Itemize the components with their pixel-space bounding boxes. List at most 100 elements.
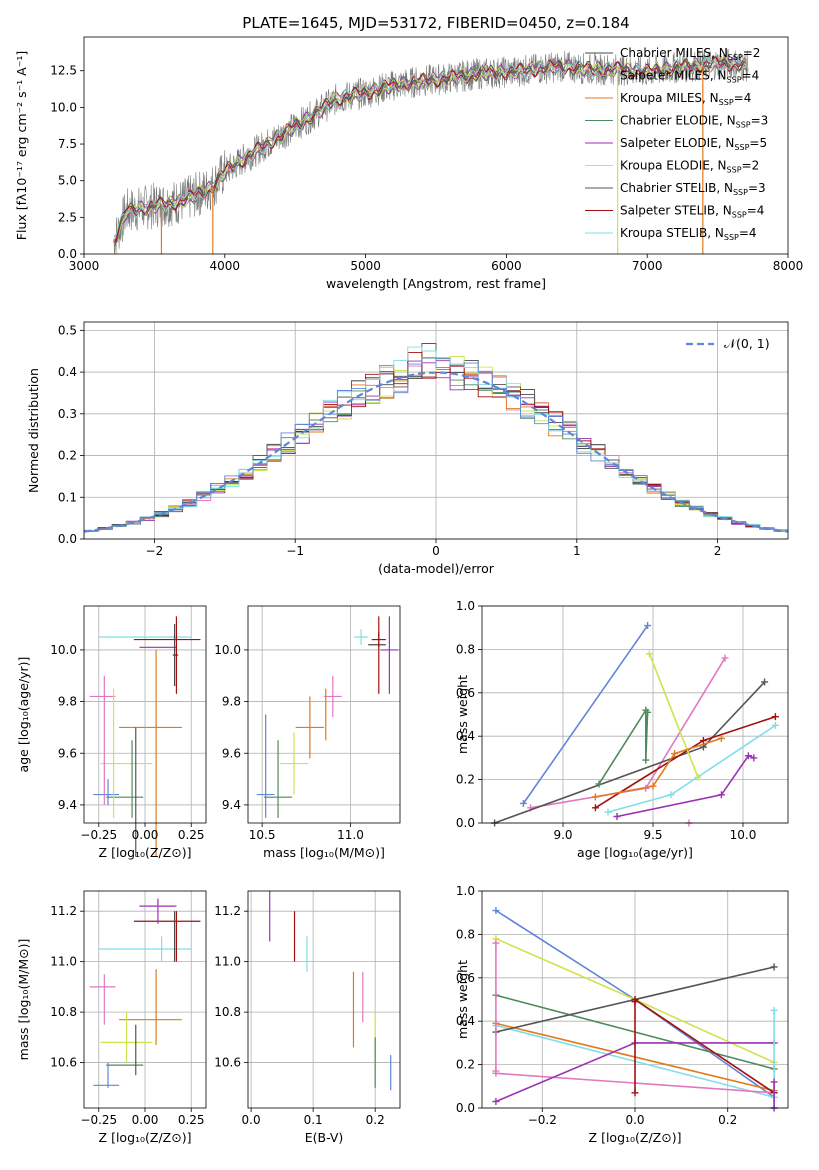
x-tick-label: 1 <box>573 544 581 558</box>
x-tick-label: 0.0 <box>242 1113 261 1127</box>
y-tick-label: 11.2 <box>214 904 241 918</box>
plot-area <box>89 616 201 857</box>
y-axis-label: mass weight <box>455 960 470 1039</box>
axes-weight-vs-z: −0.2 0.0 0.2 0.0 0.2 0.4 0.6 0.8 1.0 Z [log₁₀(Z/Z… <box>455 884 789 1145</box>
y-tick-label: 9.8 <box>222 695 241 709</box>
y-tick-label: 0.0 <box>456 1101 475 1115</box>
y-tick-label: 10.0 <box>50 643 77 657</box>
y-tick-label: 10.8 <box>214 1005 241 1019</box>
axes-age-vs-mass: 10.5 11.0 9.4 9.6 9.8 10.0 mass [log₁₀(M/M⊙)] <box>214 605 401 860</box>
y-tick-label: 0.2 <box>456 1058 475 1072</box>
axes-mass-vs-ebv: 0.0 0.1 0.2 10.6 10.8 11.0 11.2 E(B-V) <box>214 890 401 1145</box>
weight-marker <box>771 721 779 729</box>
axes-frame <box>247 890 401 1109</box>
legend-entry: Salpeter MILES, NSSP=4 <box>620 69 759 85</box>
plot-area <box>113 48 749 254</box>
x-axis-label: E(B-V) <box>305 1130 344 1145</box>
legend-entry: 𝒩(0, 1) <box>724 336 770 351</box>
weight-line <box>648 653 699 778</box>
weight-line <box>530 657 726 809</box>
y-tick-label: 11.0 <box>50 955 77 969</box>
weight-line <box>616 754 755 818</box>
y-axis-label: Flux [fλ10⁻¹⁷ erg cm⁻² s⁻¹ A⁻¹] <box>14 51 29 240</box>
y-tick-label: 0.4 <box>456 1014 475 1028</box>
x-tick-label: 0.0 <box>625 1113 644 1127</box>
weight-marker <box>770 963 778 971</box>
plot-area <box>492 907 778 1112</box>
x-tick-label: −0.25 <box>80 828 117 842</box>
legend-entry: Salpeter ELODIE, NSSP=5 <box>620 136 767 152</box>
y-tick-label: 0.0 <box>58 247 77 261</box>
x-tick-label: 0 <box>432 544 440 558</box>
x-tick-label: 11.0 <box>337 828 364 842</box>
x-tick-label: 0.25 <box>178 1113 205 1127</box>
plot-area <box>491 622 779 827</box>
y-tick-label: 9.6 <box>222 746 241 760</box>
weight-marker <box>644 708 652 716</box>
x-tick-label: −1 <box>286 544 304 558</box>
histogram-step <box>84 346 788 539</box>
weight-marker <box>671 750 679 758</box>
model-line <box>113 56 747 239</box>
weight-marker <box>492 1067 500 1075</box>
axes-weight-vs-age: 9.0 9.5 10.0 0.0 0.2 0.4 0.6 0.8 1.0 age [log₁₀(a… <box>455 599 789 860</box>
weight-marker <box>699 737 707 745</box>
x-tick-label: 0.2 <box>366 1113 385 1127</box>
x-tick-label: 0.2 <box>718 1113 737 1127</box>
weight-marker <box>645 650 653 658</box>
y-tick-label: 0.1 <box>58 490 77 504</box>
weight-marker <box>750 754 758 762</box>
weight-marker <box>744 752 752 760</box>
weight-marker <box>761 678 769 686</box>
weight-marker <box>492 939 500 947</box>
legend: 𝒩(0, 1) <box>686 336 770 351</box>
y-tick-label: 0.8 <box>456 927 475 941</box>
legend-entry: Chabrier STELIB, NSSP=3 <box>620 181 766 197</box>
weight-marker <box>770 1078 778 1086</box>
y-tick-label: 9.8 <box>58 695 77 709</box>
model-line <box>113 56 747 247</box>
y-tick-label: 10.6 <box>214 1056 241 1070</box>
histogram-step <box>84 357 788 539</box>
y-tick-label: 0.0 <box>456 816 475 830</box>
x-axis-label: Z [log₁₀(Z/Z⊙)] <box>99 1130 192 1145</box>
axes-spectrum: 3000 4000 5000 6000 7000 8000 0.0 2.5 5.0 7.5 10.0… <box>14 14 803 291</box>
weight-marker <box>721 654 729 662</box>
x-tick-label: 0.00 <box>132 1113 159 1127</box>
y-tick-label: 7.5 <box>58 137 77 151</box>
x-tick-label: 8000 <box>773 259 804 273</box>
weight-marker <box>604 808 612 816</box>
weight-marker <box>649 782 657 790</box>
y-tick-label: 0.4 <box>456 729 475 743</box>
y-axis-label: age [log₁₀(age/yr)] <box>16 657 31 773</box>
y-tick-label: 1.0 <box>456 884 475 898</box>
weight-line <box>522 625 649 804</box>
chart-title: PLATE=1645, MJD=53172, FIBERID=0450, z=0… <box>242 14 629 32</box>
x-tick-label: 4000 <box>210 259 241 273</box>
model-line <box>114 55 747 245</box>
y-tick-label: 0.2 <box>456 773 475 787</box>
weight-marker <box>519 799 527 807</box>
y-tick-label: 0.2 <box>58 449 77 463</box>
axes-residuals: −2 −1 0 1 2 0.0 0.1 0.2 0.3 0.4 0.5 (data-model)/er… <box>26 321 789 576</box>
axes-frame <box>481 605 789 824</box>
y-tick-label: 0.6 <box>456 971 475 985</box>
weight-marker <box>667 791 675 799</box>
weight-marker <box>770 1006 778 1014</box>
weight-marker <box>642 756 650 764</box>
y-tick-label: 9.4 <box>58 798 77 812</box>
y-tick-label: 0.3 <box>58 407 77 421</box>
weight-marker <box>717 791 725 799</box>
x-tick-label: −2 <box>146 544 164 558</box>
weight-marker <box>631 1089 639 1097</box>
y-tick-label: 12.5 <box>50 64 77 78</box>
x-tick-label: 9.0 <box>553 828 572 842</box>
x-tick-label: 0.1 <box>304 1113 323 1127</box>
x-tick-label: 10.5 <box>249 828 276 842</box>
weight-marker <box>644 622 652 630</box>
y-axis-label: mass [log₁₀(M/M⊙)] <box>16 939 31 1061</box>
x-tick-label: 6000 <box>491 259 522 273</box>
x-tick-label: 0.25 <box>178 828 205 842</box>
y-tick-label: 0.8 <box>456 642 475 656</box>
legend-entry: Kroupa ELODIE, NSSP=2 <box>620 159 759 175</box>
